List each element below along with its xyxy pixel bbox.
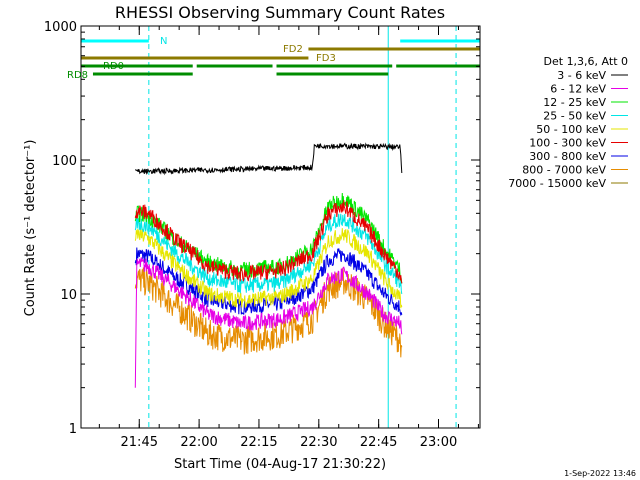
series-lines <box>134 142 403 388</box>
x-axis-label: Start Time (04-Aug-17 21:30:22) <box>174 457 386 472</box>
legend-entry-label: 7000 - 15000 keV <box>508 177 606 190</box>
legend-entry-label: 6 - 12 keV <box>550 83 606 96</box>
series-line-5 <box>134 200 403 284</box>
y-tick-label: 1000 <box>44 20 77 35</box>
x-tick-label: 22:45 <box>360 435 397 450</box>
series-line-1 <box>134 257 403 388</box>
y-tick-label: 100 <box>52 154 77 169</box>
axes: 21:45 22:00 22:15 22:30 22:45 23:00 1 10 100 1000 <box>44 20 481 450</box>
legend-title: Det 1,3,6, Att 0 <box>544 55 628 68</box>
chart-title: RHESSI Observing Summary Count Rates <box>115 3 445 22</box>
series-line-6 <box>134 247 403 317</box>
plot-frame <box>80 25 481 429</box>
x-tick-label: 22:00 <box>180 435 217 450</box>
flag-annotation-n: N <box>160 36 167 47</box>
series-line-4 <box>134 227 403 309</box>
y-tick-label: 1 <box>69 422 77 437</box>
x-tick-label: 22:30 <box>300 435 337 450</box>
legend-entry-label: 800 - 7000 keV <box>522 164 606 177</box>
series-line-3 <box>134 213 403 295</box>
legend-entry-label: 50 - 100 keV <box>536 123 606 136</box>
legend-entry-label: 25 - 50 keV <box>543 110 606 123</box>
flag-bars <box>81 39 480 76</box>
legend-entry-label: 300 - 800 keV <box>529 150 606 163</box>
y-axis-label: Count Rate (s⁻¹ detector⁻¹) <box>23 140 38 317</box>
series-line-7 <box>134 266 403 358</box>
flag-annotations: N FD2 FD3 RD0 RD8 <box>67 36 336 81</box>
flag-annotation-rd8: RD8 <box>67 70 88 81</box>
flag-annotation-fd3: FD3 <box>316 53 336 64</box>
y-tick-label: 10 <box>60 288 77 303</box>
x-tick-label: 22:15 <box>240 435 277 450</box>
x-tick-label: 21:45 <box>121 435 158 450</box>
footer-timestamp: 1-Sep-2022 13:46 <box>564 469 636 478</box>
chart-text: RHESSI Observing Summary Count Rates Sta… <box>23 3 636 478</box>
legend-entry-label: 3 - 6 keV <box>557 69 606 82</box>
flag-annotation-fd2: FD2 <box>283 44 303 55</box>
series-line-0 <box>134 142 403 176</box>
legend-entry-label: 100 - 300 keV <box>529 137 606 150</box>
legend-entry-label: 12 - 25 keV <box>543 96 606 109</box>
flag-annotation-rd0: RD0 <box>103 61 124 72</box>
x-tick-label: 23:00 <box>420 435 457 450</box>
